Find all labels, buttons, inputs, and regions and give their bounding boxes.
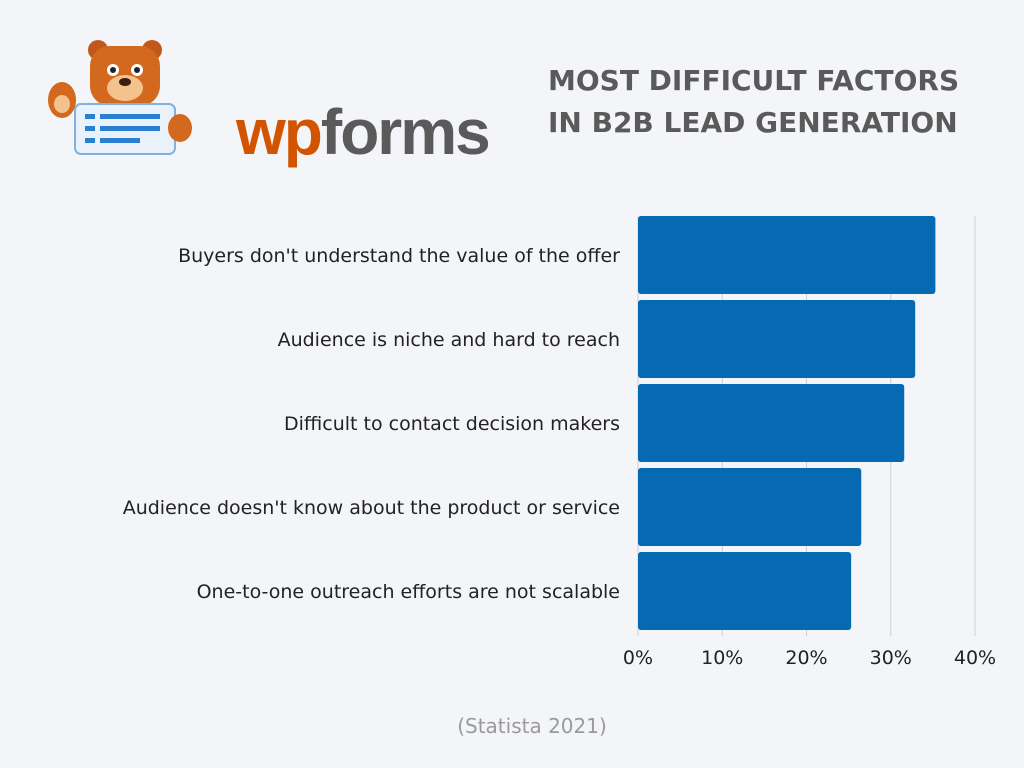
logo-wordmark: wpforms: [236, 100, 491, 164]
category-label: Audience is niche and hard to reach: [278, 329, 620, 351]
category-label: Audience doesn't know about the product …: [123, 497, 620, 519]
category-label: Buyers don't understand the value of the…: [178, 245, 620, 267]
x-tick-label: 20%: [785, 647, 827, 669]
bar: [638, 216, 936, 294]
bar: [638, 468, 862, 546]
category-label: One-to-one outreach efforts are not scal…: [197, 581, 620, 603]
bear-mascot-icon: [48, 40, 192, 155]
logo-forms: forms: [320, 96, 491, 168]
wpforms-logo: wpforms: [40, 38, 491, 164]
bar: [638, 384, 905, 462]
logo-wp: wp: [236, 96, 323, 168]
bar: [638, 300, 916, 378]
x-tick-label: 40%: [954, 647, 996, 669]
x-tick-label: 30%: [870, 647, 912, 669]
category-label: Difficult to contact decision makers: [284, 413, 620, 435]
x-tick-label: 10%: [701, 647, 743, 669]
bar-chart: 0% 10% 20% 30% 40% Buyers don't understand th…: [123, 216, 996, 669]
bar: [638, 552, 852, 630]
title-line-1: MOST DIFFICULT FACTORS: [548, 64, 960, 97]
x-tick-label: 0%: [623, 647, 653, 669]
chart-title: MOST DIFFICULT FACTORS IN B2B LEAD GENER…: [548, 60, 988, 144]
title-line-2: IN B2B LEAD GENERATION: [548, 106, 958, 139]
source-note: (Statista 2021): [457, 714, 607, 738]
